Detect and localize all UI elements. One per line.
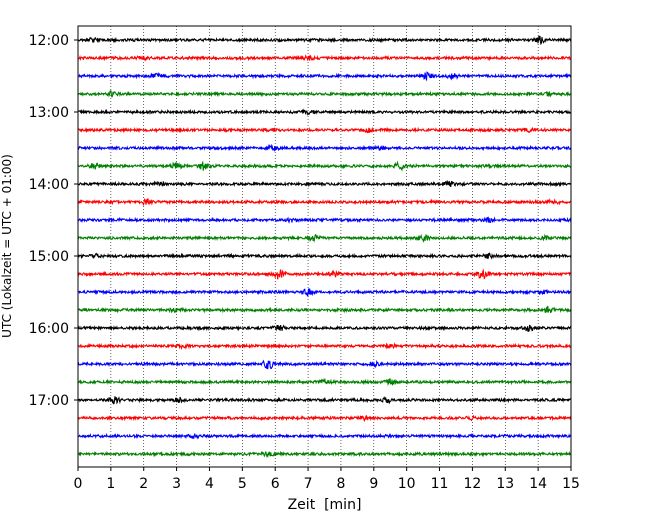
- seismic-trace: [77, 126, 572, 134]
- seismic-trace: [77, 35, 572, 46]
- x-tick-label: 1: [106, 476, 115, 492]
- y-tick-label: 17:00: [29, 393, 69, 409]
- x-tick-label: 10: [398, 476, 416, 492]
- seismic-trace: [77, 251, 572, 260]
- seismic-trace: [77, 288, 572, 298]
- y-axis-ticks: 12:00 13:00 14:00 15:00 16:00 17:00: [29, 33, 78, 409]
- y-axis-title: UTC (Lokalzeit = UTC + 01:00): [0, 154, 14, 338]
- seismic-trace: [77, 396, 572, 405]
- seismic-trace: [77, 377, 572, 387]
- x-tick-label: 5: [238, 476, 247, 492]
- y-tick-label: 16:00: [29, 321, 69, 337]
- y-tick-label: 13:00: [29, 105, 69, 121]
- x-axis-ticks: 0 1 2 3 4 5 6 7 8 9 10 11 12 13 14 15: [74, 467, 580, 492]
- x-tick-label: 4: [205, 476, 214, 492]
- seismic-trace: [77, 324, 572, 333]
- seismic-trace: [77, 305, 572, 314]
- x-tick-label: 7: [304, 476, 313, 492]
- x-tick-label: 9: [369, 476, 378, 492]
- seismic-trace: [77, 54, 572, 62]
- y-tick-label: 12:00: [29, 33, 69, 49]
- seismic-trace: [77, 179, 572, 188]
- x-tick-label: 2: [139, 476, 148, 492]
- y-tick-label: 14:00: [29, 177, 69, 193]
- seismic-traces: [77, 35, 572, 459]
- x-axis-title: Zeit [min]: [288, 497, 362, 513]
- seismic-trace: [77, 160, 572, 172]
- x-tick-label: 0: [74, 476, 83, 492]
- seismic-trace: [77, 197, 572, 207]
- x-tick-label: 12: [463, 476, 481, 492]
- seismic-trace: [77, 216, 572, 224]
- x-tick-label: 13: [496, 476, 514, 492]
- seismic-trace: [77, 450, 572, 459]
- seismic-trace: [77, 414, 572, 422]
- x-tick-label: 6: [271, 476, 280, 492]
- seismic-trace: [77, 342, 572, 351]
- plot-frame: [77, 25, 572, 468]
- y-tick-label: 15:00: [29, 249, 69, 265]
- x-tick-label: 15: [562, 476, 580, 492]
- seismic-trace: [77, 143, 572, 152]
- seismic-trace: [77, 233, 572, 243]
- seismic-trace: [77, 90, 572, 98]
- seismic-trace: [77, 359, 572, 370]
- seismic-trace: [77, 71, 572, 82]
- x-tick-label: 14: [529, 476, 547, 492]
- seismic-trace: [77, 432, 572, 440]
- seismic-trace: [77, 268, 572, 280]
- x-tick-label: 3: [172, 476, 181, 492]
- seismic-trace: [77, 108, 572, 116]
- x-tick-label: 11: [431, 476, 449, 492]
- x-tick-label: 8: [336, 476, 345, 492]
